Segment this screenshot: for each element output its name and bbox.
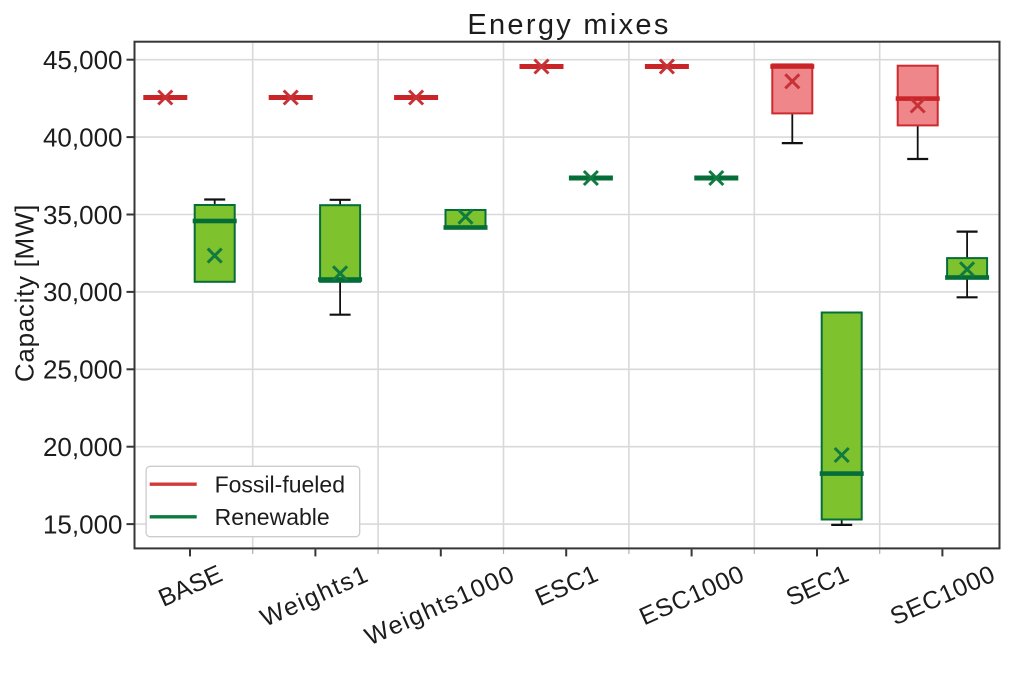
svg-text:Fossil-fueled: Fossil-fueled bbox=[215, 471, 345, 497]
svg-text:25,000: 25,000 bbox=[43, 355, 123, 385]
svg-text:Renewable: Renewable bbox=[215, 504, 330, 530]
svg-text:15,000: 15,000 bbox=[43, 509, 123, 539]
svg-text:45,000: 45,000 bbox=[43, 45, 123, 75]
svg-text:30,000: 30,000 bbox=[43, 277, 123, 307]
svg-text:20,000: 20,000 bbox=[43, 432, 123, 462]
svg-text:Energy mixes: Energy mixes bbox=[467, 9, 670, 41]
svg-text:40,000: 40,000 bbox=[43, 122, 123, 152]
svg-text:35,000: 35,000 bbox=[43, 200, 123, 230]
svg-text:Capacity [MW]: Capacity [MW] bbox=[10, 204, 40, 382]
